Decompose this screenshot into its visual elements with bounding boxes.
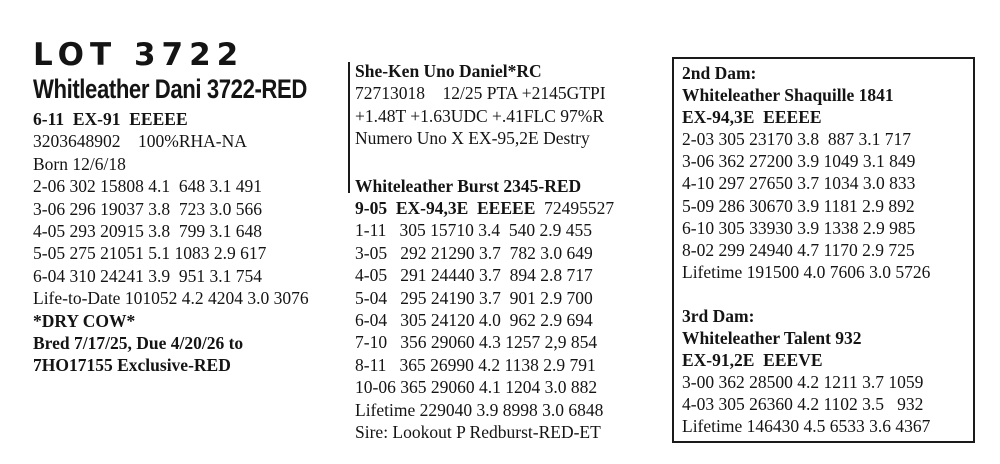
second-dam-record-line: 3-06 362 27200 3.9 1049 3.1 849 [682, 151, 916, 172]
dam-record-line: 6-04 305 24120 4.0 962 2.9 694 [355, 310, 593, 331]
dam-record-line: 10-06 365 29060 4.1 1204 3.0 882 [355, 377, 598, 398]
second-dam-record-line: 8-02 299 24940 4.7 1170 2.9 725 [682, 239, 915, 260]
second-dam-record-line: 2-03 305 23170 3.8 887 3.1 717 [682, 129, 911, 150]
dam-record-line: 3-05 292 21290 3.7 782 3.0 649 [355, 242, 593, 263]
dam-record-line: 1-11 305 15710 3.4 540 2.9 455 [355, 220, 593, 241]
service-sire-line: 7HO17155 Exclusive-RED [33, 355, 231, 376]
bred-due-line: Bred 7/17/25, Due 4/20/26 to [33, 333, 244, 354]
maternal-line-box: 2nd Dam: Whiteleather Shaquille 1841 EX-… [672, 57, 975, 443]
dry-cow-line: *DRY COW* [33, 310, 136, 331]
third-dam-record-line: Lifetime 146430 4.5 6533 3.6 4367 [682, 416, 931, 437]
lactation-record-line: 3-06 296 19037 3.8 723 3.0 566 [33, 198, 262, 219]
dam-block: Whiteleather Burst 2345-RED 9-05 EX-94,3… [355, 175, 665, 444]
dam-record-line: 8-11 365 26990 4.2 1138 2.9 791 [355, 354, 596, 375]
pedigree-section: She-Ken Uno Daniel*RC 72713018 12/25 PTA… [355, 60, 665, 444]
sire-block-rule [348, 62, 350, 193]
lactation-record-line: 2-06 302 15808 4.1 648 3.1 491 [33, 176, 262, 197]
animal-registration-line: 3203648902 100%RHA-NA [33, 131, 247, 152]
animal-lactation-records: 2-06 302 15808 4.1 648 3.1 491 3-06 296 1… [33, 175, 348, 287]
dam-lifetime-line: Lifetime 229040 3.9 8998 3.0 6848 [355, 399, 604, 420]
second-dam-record-line: 6-10 305 33930 3.9 1338 2.9 985 [682, 217, 916, 238]
animal-lifetime-line: Life-to-Date 101052 4.2 4204 3.0 3076 [33, 288, 309, 309]
animal-score-line: 6-11 EX-91 EEEEE [33, 109, 188, 129]
sire-block: She-Ken Uno Daniel*RC 72713018 12/25 PTA… [355, 60, 665, 150]
dam-score-line: 9-05 EX-94,3E EEEEE 72495527 [355, 197, 665, 219]
dam-score-bold: 9-05 EX-94,3E EEEEE [355, 198, 536, 219]
sire-info-line: 72713018 12/25 PTA +2145GTPI [355, 83, 606, 104]
second-dam-record-line: 4-10 297 27650 3.7 1034 3.0 833 [682, 173, 916, 194]
dam-lactation-records: 1-11 305 15710 3.4 540 2.9 455 3-05 292 2… [355, 219, 665, 398]
dam-record-line: 5-04 295 24190 3.7 901 2.9 700 [355, 287, 593, 308]
third-dam-score-line: EX-91,2E EEEVE [682, 350, 823, 371]
lot-number-title: LOT 3722 [33, 37, 245, 73]
dam-registration-number: 72495527 [535, 198, 615, 219]
dam-sire-line: Sire: Lookout P Redburst-RED-ET [355, 422, 601, 443]
animal-name: Whitleather Dani 3722-RED [33, 74, 307, 104]
third-dam-record-line: 3-00 362 28500 4.2 1211 3.7 1059 [682, 372, 924, 393]
sire-info-line: Numero Uno X EX-95,2E Destry [355, 128, 590, 149]
second-dam-records: 2-03 305 23170 3.8 887 3.1 717 3-06 362 2… [682, 128, 965, 283]
lactation-record-line: 4-05 293 20915 3.8 799 3.1 648 [33, 221, 262, 242]
second-dam-heading: 2nd Dam: [682, 63, 757, 83]
sire-info-line: +1.48T +1.63UDC +.41FLC 97%R [355, 105, 605, 126]
second-dam-name: Whiteleather Shaquille 1841 [682, 85, 894, 106]
third-dam-name: Whiteleather Talent 932 [682, 328, 862, 349]
third-dam-block: 3rd Dam: Whiteleather Talent 932 EX-91,2… [682, 305, 965, 438]
third-dam-record-line: 4-03 305 26360 4.2 1102 3.5 932 [682, 394, 924, 415]
animal-born-line: Born 12/6/18 [33, 153, 126, 174]
dam-record-line: 4-05 291 24440 3.7 894 2.8 717 [355, 265, 593, 286]
lot-animal-section: LOT 3722 Whitleather Dani 3722-RED 6-11 … [33, 38, 348, 377]
lactation-record-line: 5-05 275 21051 5.1 1083 2.9 617 [33, 243, 267, 264]
second-dam-score-line: EX-94,3E EEEEE [682, 107, 822, 128]
second-dam-block: 2nd Dam: Whiteleather Shaquille 1841 EX-… [682, 62, 965, 283]
sire-info-lines: 72713018 12/25 PTA +2145GTPI +1.48T +1.63… [355, 82, 665, 149]
second-dam-record-line: Lifetime 191500 4.0 7606 3.0 5726 [682, 261, 931, 282]
sire-name: She-Ken Uno Daniel*RC [355, 61, 542, 81]
lactation-record-line: 6-04 310 24241 3.9 951 3.1 754 [33, 265, 262, 286]
third-dam-records: 3-00 362 28500 4.2 1211 3.7 1059 4-03 305… [682, 371, 965, 437]
third-dam-heading: 3rd Dam: [682, 305, 755, 326]
second-dam-record-line: 5-09 286 30670 3.9 1181 2.9 892 [682, 195, 915, 216]
dam-name: Whiteleather Burst 2345-RED [355, 175, 582, 196]
dam-record-line: 7-10 356 29060 4.3 1257 2,9 854 [355, 332, 598, 353]
